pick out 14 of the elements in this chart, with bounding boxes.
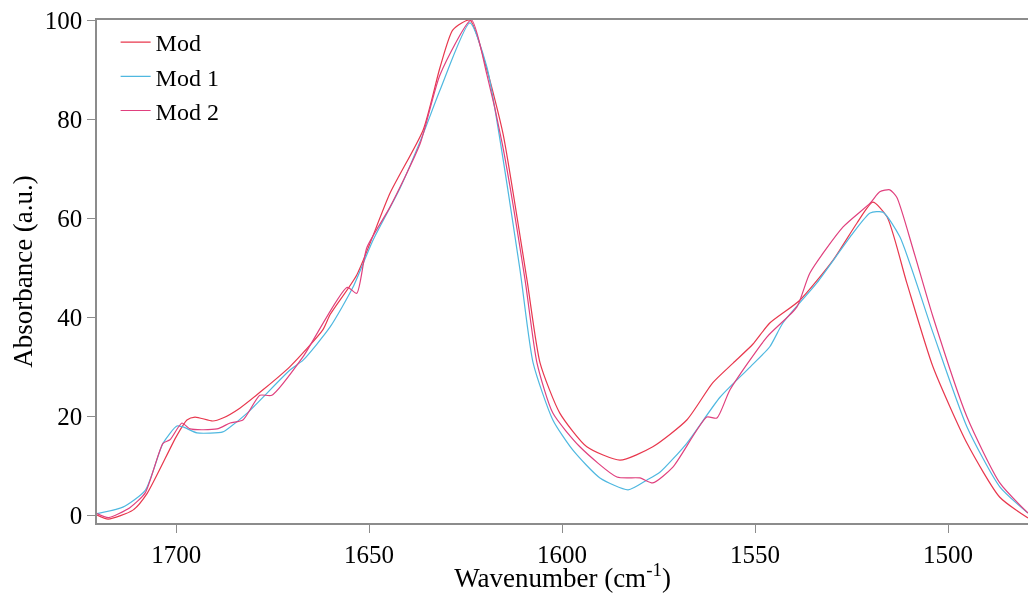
x-tick-label: 1550 — [730, 540, 781, 568]
legend-label: Mod 1 — [155, 64, 219, 91]
x-tick-label: 1500 — [923, 540, 974, 568]
x-tick-label: 1650 — [344, 540, 395, 568]
y-tick-label: 40 — [57, 303, 83, 331]
y-tick-label: 60 — [57, 204, 83, 232]
y-tick-label: 100 — [44, 6, 83, 34]
y-tick-label: 80 — [57, 105, 83, 133]
y-tick-label: 20 — [57, 402, 83, 430]
x-tick-label: 1700 — [151, 540, 202, 568]
y-axis-title: Absorbance (a.u.) — [8, 175, 39, 368]
legend-label: Mod — [155, 30, 201, 57]
legend-label: Mod 2 — [155, 98, 219, 125]
y-tick-label: 0 — [69, 501, 83, 529]
